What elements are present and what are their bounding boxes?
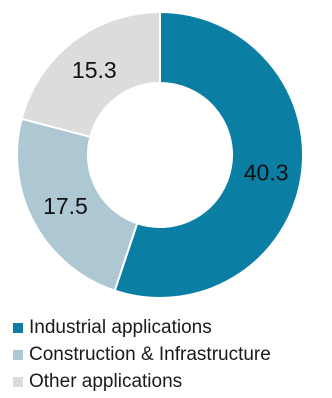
legend-swatch-other xyxy=(13,376,23,387)
legend-item-industrial: Industrial applications xyxy=(13,314,329,341)
slice-other xyxy=(20,10,161,139)
chart-legend: Industrial applications Construction & In… xyxy=(13,314,329,395)
legend-swatch-construction xyxy=(13,349,23,360)
legend-swatch-industrial xyxy=(13,322,23,333)
legend-label-other: Other applications xyxy=(29,370,183,392)
data-label-construction: 17.5 xyxy=(43,193,88,219)
donut-chart: 40.3 17.5 15.3 xyxy=(16,10,304,299)
legend-item-construction: Construction & Infrastructure xyxy=(13,341,329,368)
legend-item-other: Other applications xyxy=(13,368,329,395)
legend-label-construction: Construction & Infrastructure xyxy=(29,343,271,365)
legend-label-industrial: Industrial applications xyxy=(29,316,212,338)
slice-construction xyxy=(16,117,139,292)
data-label-other: 15.3 xyxy=(72,57,117,83)
data-label-industrial: 40.3 xyxy=(244,159,289,185)
slice-industrial xyxy=(113,10,304,299)
